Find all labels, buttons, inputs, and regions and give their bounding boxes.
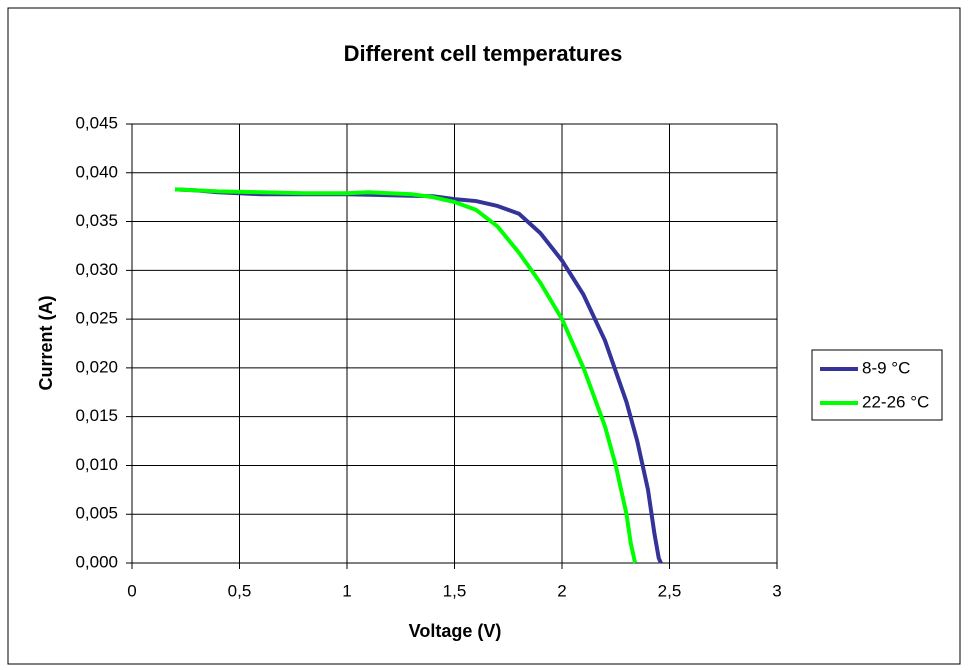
legend: 8-9 °C 22-26 °C bbox=[811, 349, 943, 421]
x-axis-title: Voltage (V) bbox=[409, 621, 502, 641]
x-tick-label: 1 bbox=[342, 581, 351, 600]
x-tick-label: 0 bbox=[127, 581, 136, 600]
y-tick-label: 0,010 bbox=[75, 455, 118, 474]
y-tick-label: 0,020 bbox=[75, 357, 118, 376]
x-tick-label: 2,5 bbox=[658, 581, 682, 600]
y-tick-label: 0,040 bbox=[75, 162, 118, 181]
legend-label: 8-9 °C bbox=[862, 358, 910, 377]
x-tick-label: 1,5 bbox=[443, 581, 467, 600]
x-tick-label: 3 bbox=[772, 581, 781, 600]
x-tick-label: 2 bbox=[557, 581, 566, 600]
y-tick-label: 0,030 bbox=[75, 260, 118, 279]
legend-box bbox=[811, 349, 943, 421]
series-line bbox=[174, 187, 638, 564]
chart-title: Different cell temperatures bbox=[344, 41, 623, 66]
y-tick-label: 0,015 bbox=[75, 406, 118, 425]
y-tick-label: 0,005 bbox=[75, 504, 118, 523]
y-tick-label: 0,000 bbox=[75, 552, 118, 571]
y-axis-title: Current (A) bbox=[36, 296, 56, 391]
y-tick-label: 0,045 bbox=[75, 113, 118, 132]
y-tick-label: 0,035 bbox=[75, 211, 118, 230]
y-tick-label: 0,025 bbox=[75, 309, 118, 328]
x-tick-label: 0,5 bbox=[228, 581, 252, 600]
legend-label: 22-26 °C bbox=[862, 392, 929, 411]
chart-frame bbox=[7, 7, 961, 665]
